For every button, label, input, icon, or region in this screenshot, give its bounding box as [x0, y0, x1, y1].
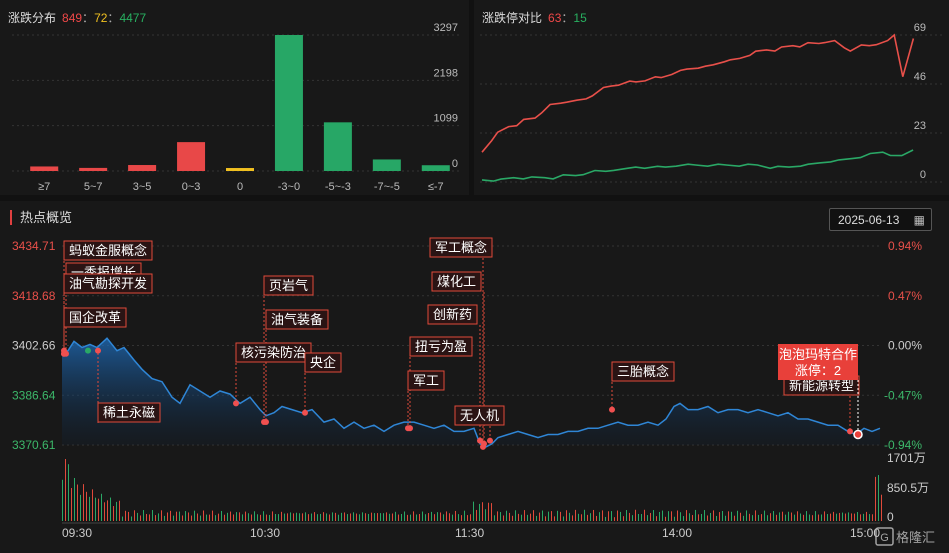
down-count: 4477: [119, 11, 147, 25]
x-tick-label: 3~5: [133, 181, 152, 193]
x-tick-label: ≤-7: [428, 181, 444, 193]
bar-5~7: [79, 167, 108, 171]
up-count: 849: [62, 11, 83, 25]
limit-up-line: [481, 33, 915, 153]
hot-overview-panel: [0, 201, 949, 553]
distribution-panel: 涨跌分布 849：72：4477 3297 2198 1099 0 ≥7 5~7 3~5 0~3…: [0, 0, 469, 195]
limit-compare-chart: 69 46 23 0: [480, 22, 942, 183]
bar-0: [226, 168, 254, 171]
y-tick-label: 69: [914, 22, 926, 34]
y-tick-label: 23: [914, 120, 926, 132]
bar--3~0: [274, 35, 303, 171]
y-tick-label: 0: [920, 169, 926, 181]
x-tick-label: -3~0: [278, 181, 300, 193]
bar--5~-3: [323, 122, 352, 171]
calendar-icon: ▦: [913, 213, 925, 227]
y-tick-label: 1099: [434, 113, 458, 125]
y-tick-label: 2198: [434, 67, 458, 79]
limit-title: 涨跌停对比 63：15: [482, 11, 587, 25]
distribution-chart: 3297 2198 1099 0 ≥7 5~7 3~5 0~3 0 -3~0 -5~-3 -7~-5 ≤…: [12, 22, 460, 193]
bar--7~-5: [372, 159, 401, 171]
flat-count: 72: [94, 11, 108, 25]
bar-≥7: [30, 166, 59, 171]
bar-≤-7: [421, 165, 450, 171]
x-tick-label: -7~-5: [374, 181, 400, 193]
x-tick-label: -5~-3: [325, 181, 351, 193]
date-value: 2025-06-13: [838, 213, 900, 227]
limit-down-line: [481, 149, 914, 182]
distribution-title: 涨跌分布 849：72：4477: [8, 11, 147, 25]
y-tick-label: 46: [914, 71, 926, 83]
limit-down-count: 15: [573, 11, 587, 25]
bar-3~5: [128, 165, 157, 171]
limit-compare-panel: 涨跌停对比 63：15 69 46 23 0: [474, 0, 949, 195]
x-tick-label: 0: [237, 181, 243, 193]
date-picker[interactable]: 2025-06-13 ▦: [829, 208, 932, 231]
x-tick-label: 0~3: [182, 181, 201, 193]
y-tick-label: 0: [452, 158, 458, 170]
x-tick-label: ≥7: [38, 181, 50, 193]
bar-0~3: [177, 142, 206, 171]
x-tick-label: 5~7: [84, 181, 103, 193]
limit-up-count: 63: [548, 11, 562, 25]
hot-overview-title: 热点概览: [10, 210, 72, 225]
y-tick-label: 3297: [434, 22, 458, 34]
